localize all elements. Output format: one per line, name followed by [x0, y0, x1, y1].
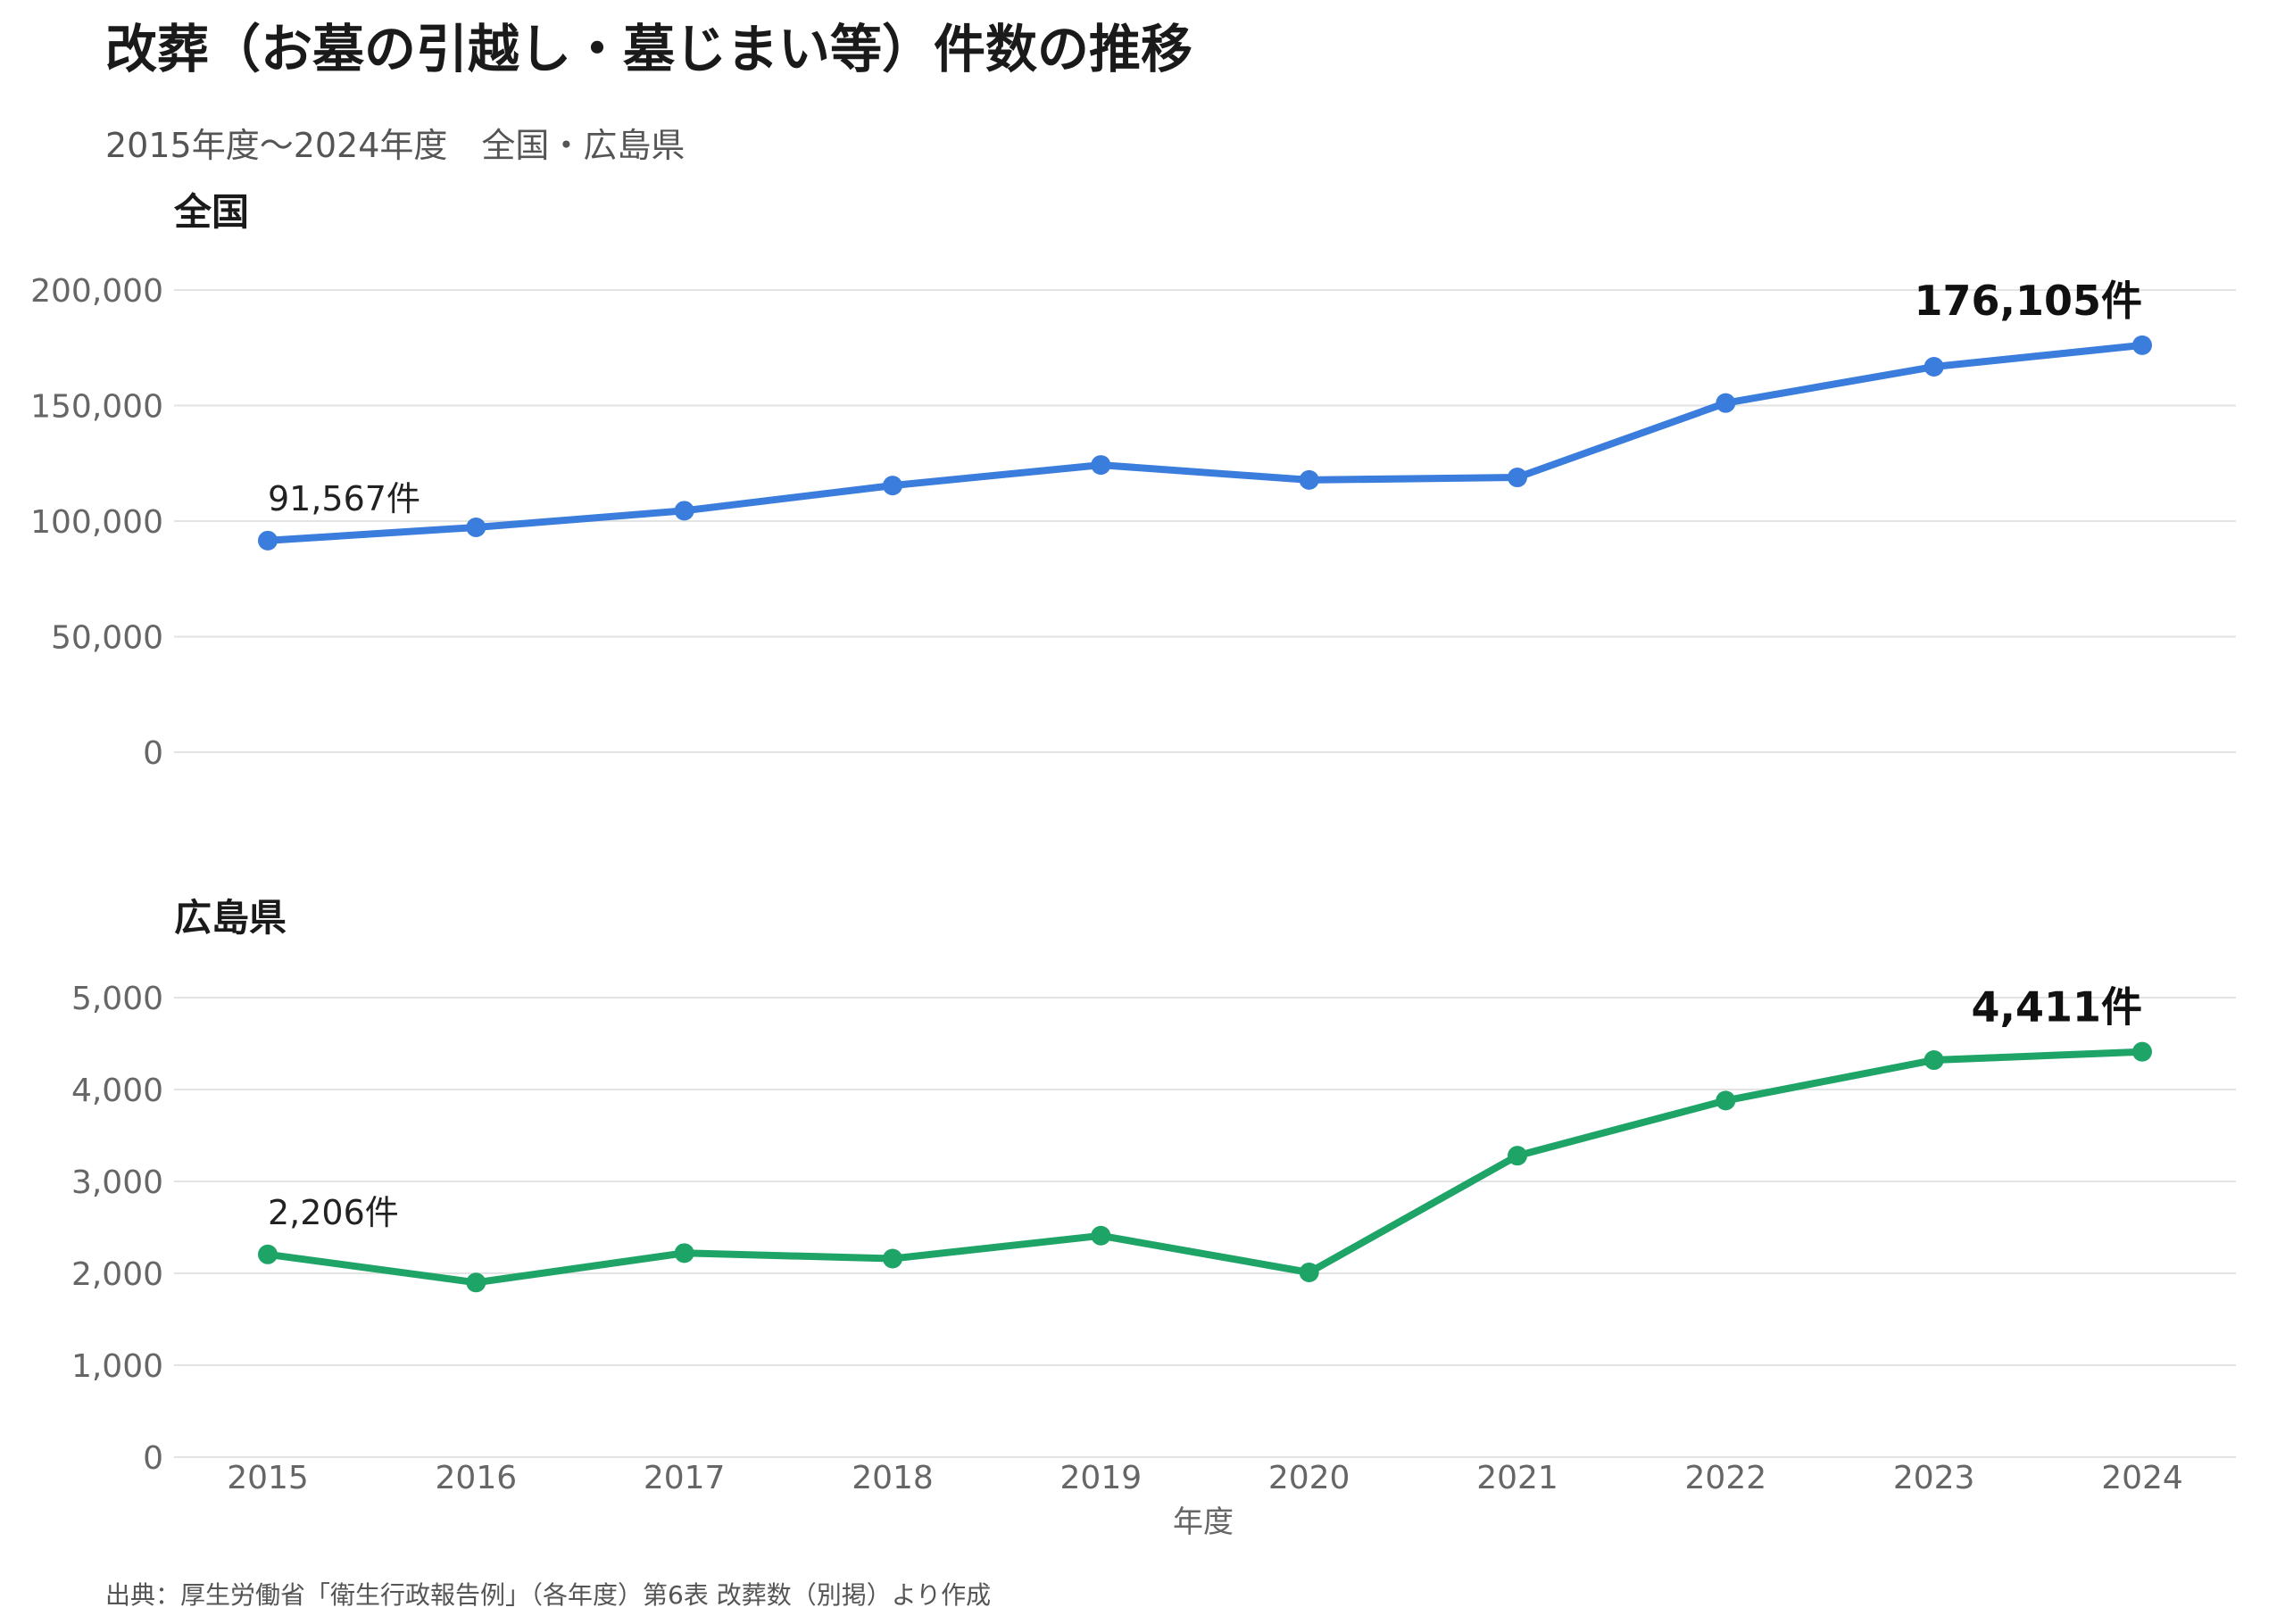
y-tick-label: 50,000: [51, 620, 163, 657]
data-point: [1091, 455, 1111, 476]
data-point: [1299, 1262, 1319, 1282]
y-tick-label: 100,000: [30, 504, 163, 541]
x-tick-label: 2020: [1268, 1460, 1350, 1496]
data-point: [2132, 335, 2152, 355]
y-tick-label: 150,000: [30, 389, 163, 426]
data-label-last: 176,105件: [1914, 277, 2142, 325]
panel-national: 全国 0 50,000 100,000 150,000 200,000 91,567件 17…: [30, 190, 2236, 772]
data-point: [674, 501, 694, 521]
x-tick-label: 2021: [1476, 1460, 1558, 1496]
data-point: [1508, 1146, 1527, 1166]
series-line: [264, 1048, 2146, 1287]
y-tick-label: 2,000: [71, 1256, 163, 1293]
x-tick-label: 2017: [644, 1460, 726, 1496]
data-point: [2132, 1041, 2152, 1062]
chart-title: 改葬（お墓の引越し・墓じまい等）件数の推移: [105, 19, 1193, 79]
data-label-first: 2,206件: [268, 1193, 399, 1232]
x-tick-label: 2023: [1893, 1460, 1975, 1496]
y-tick-label: 1,000: [71, 1348, 163, 1385]
x-axis-title: 年度: [1173, 1504, 1234, 1540]
x-tick-label: 2016: [436, 1460, 518, 1496]
data-point: [258, 1244, 278, 1264]
x-tick-label: 2024: [2101, 1460, 2183, 1496]
y-tick-label: 0: [143, 735, 163, 772]
data-point: [883, 1248, 902, 1269]
chart-subtitle: 2015年度〜2024年度 全国・広島県: [105, 126, 686, 165]
y-tick-label: 200,000: [30, 273, 163, 310]
data-point: [1091, 1225, 1111, 1246]
data-point: [1299, 469, 1319, 490]
x-tick-label: 2022: [1685, 1460, 1767, 1496]
y-tick-label: 3,000: [71, 1164, 163, 1201]
data-point: [258, 530, 278, 551]
data-point: [883, 476, 902, 496]
x-axis: 年度 2015 2016 2017 2018 2019 2020 2021 2022 2023 2…: [227, 1460, 2183, 1540]
y-tick-label: 4,000: [71, 1073, 163, 1109]
data-point: [1508, 468, 1527, 488]
data-point: [1716, 1090, 1736, 1111]
y-tick-label: 0: [143, 1440, 163, 1477]
data-point: [1716, 393, 1736, 413]
data-point: [1924, 356, 1944, 377]
data-point: [674, 1243, 694, 1264]
panel-title-national: 全国: [173, 190, 249, 234]
y-tick-label: 5,000: [71, 981, 163, 1017]
data-label-first: 91,567件: [268, 479, 420, 518]
source-note: 出典：厚生労働省「衛生行政報告例」（各年度）第6表 改葬数（別掲）より作成: [105, 1580, 992, 1610]
x-tick-label: 2015: [227, 1460, 309, 1496]
data-label-last: 4,411件: [1971, 983, 2142, 1032]
panel-hiroshima: 広島県 0 1,000 2,000 3,000 4,000 5,000 2,206件 4,41…: [71, 896, 2236, 1477]
panel-title-hiroshima: 広島県: [174, 896, 287, 940]
data-point: [1924, 1050, 1944, 1071]
x-tick-label: 2019: [1060, 1460, 1142, 1496]
data-point: [466, 517, 486, 537]
x-tick-label: 2018: [852, 1460, 934, 1496]
series-line: [264, 341, 2146, 544]
data-point: [466, 1272, 486, 1293]
